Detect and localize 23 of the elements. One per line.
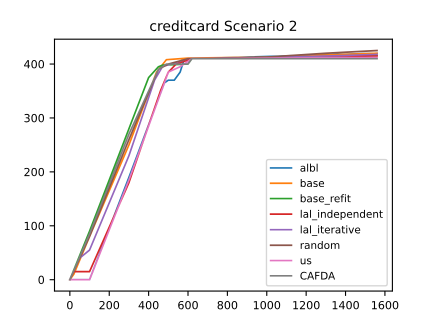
legend-label: albl [300,164,318,172]
y-tick-label: 100 [24,222,44,230]
x-tick-label: 1600 [372,300,398,310]
y-tick-label: 300 [24,114,44,122]
x-tick-label: 400 [138,300,158,310]
x-tick-label: 1000 [254,300,280,310]
x-tick-label: 200 [99,300,120,310]
x-tick-label: 600 [178,300,198,310]
x-tick-label: 0 [67,300,73,310]
x-tick-label: 800 [218,300,238,310]
legend-label: random [300,240,340,250]
legend-label: base_refit [300,194,351,205]
legend-label: lal_iterative [300,225,360,236]
x-tick-label: 1400 [332,300,359,310]
x-tick-label: 1200 [293,300,320,310]
legend-label: base [300,178,324,188]
chart-title: creditcard Scenario 2 [150,20,296,32]
legend-label: lal_independent [300,210,383,220]
y-tick-label: 400 [24,60,44,68]
legend-label: us [300,258,312,264]
legend-label: CAFDA [300,272,336,280]
y-tick-label: 200 [24,168,44,176]
y-tick-label: 0 [38,276,44,284]
